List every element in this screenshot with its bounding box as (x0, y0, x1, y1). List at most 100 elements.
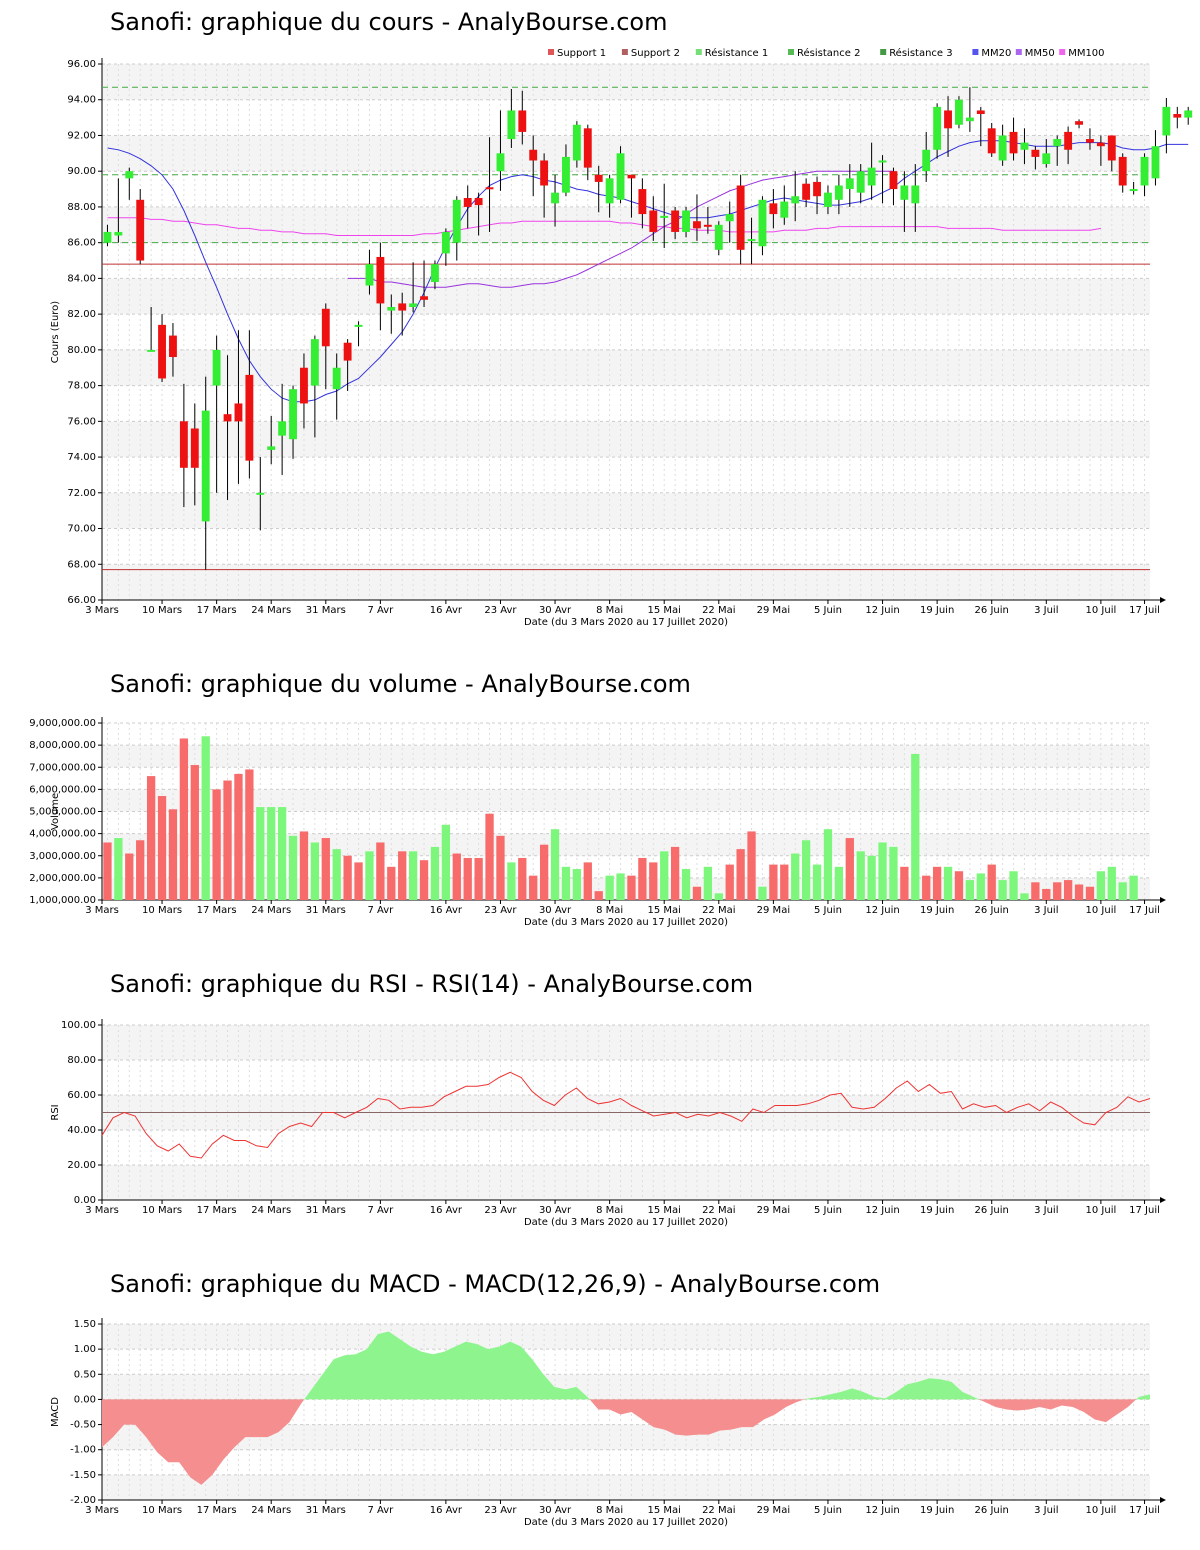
volume-panel: Sanofi: graphique du volume - AnalyBours… (0, 660, 1200, 940)
price-xtick-label: 12 Juin (865, 605, 899, 616)
candle-body (409, 303, 418, 307)
rsi-xtick-label: 15 Mai (647, 1205, 680, 1216)
candle-body (147, 349, 156, 352)
macd-area-positive (304, 1331, 590, 1400)
mm20-line (107, 140, 1189, 403)
price-ytick-label: 66.00 (67, 595, 96, 606)
price-x-axis-label: Date (du 3 Mars 2020 au 17 Juillet 2020) (524, 617, 728, 628)
rsi-ytick-label: 80.00 (67, 1055, 96, 1066)
volume-bar (845, 838, 854, 900)
volume-band (102, 723, 1150, 746)
candle-body (518, 110, 527, 132)
macd-band (102, 1449, 1150, 1475)
macd-xtick-label: 22 Mai (702, 1505, 735, 1516)
candle-body (321, 308, 330, 347)
candle-body (452, 199, 461, 243)
volume-bar (681, 869, 691, 900)
volume-bar (583, 862, 592, 900)
volume-band (102, 877, 1150, 900)
candle-body (1184, 110, 1193, 118)
macd-x-axis-label: Date (du 3 Mars 2020 au 17 Juillet 2020) (524, 1517, 728, 1528)
candle-body (627, 174, 636, 179)
rsi-xtick-label: 26 Juin (975, 1205, 1009, 1216)
rsi-xtick-label: 3 Juil (1034, 1205, 1058, 1216)
rsi-ytick-label: 40.00 (67, 1125, 96, 1136)
legend-item: Résistance 3 (889, 47, 952, 59)
rsi-xtick-label: 12 Juin (865, 1205, 899, 1216)
candle-body (714, 224, 723, 250)
legend-item: Support 1 (557, 48, 606, 59)
volume-bar (321, 838, 330, 900)
volume-bar (594, 891, 603, 900)
volume-bar (976, 873, 985, 900)
volume-bar (256, 807, 265, 900)
volume-bar (1129, 875, 1138, 900)
volume-bar (539, 844, 549, 900)
volume-bar (616, 873, 625, 900)
price-band (102, 528, 1150, 565)
volume-ytick-label: 4,000,000.00 (29, 829, 96, 840)
rsi-xtick-label: 23 Avr (484, 1205, 517, 1216)
candle-body (125, 171, 134, 179)
macd-xtick-label: 30 Avr (539, 1505, 572, 1516)
candle-body (998, 135, 1007, 161)
candle-body (507, 110, 516, 140)
macd-area-positive (1136, 1394, 1150, 1400)
volume-bar (769, 864, 778, 900)
price-xtick-label: 8 Mai (596, 605, 623, 616)
volume-bar (212, 789, 221, 900)
candle-body (420, 296, 428, 300)
volume-bar (529, 875, 538, 900)
rsi-chart-title: Sanofi: graphique du RSI - RSI(14) - Ana… (110, 970, 754, 998)
price-ytick-label: 84.00 (67, 273, 96, 284)
rsi-xtick-label: 22 Mai (702, 1205, 735, 1216)
candle-body (267, 446, 276, 450)
candle-body (136, 199, 145, 261)
volume-bar (1042, 888, 1051, 900)
volume-bar (168, 809, 178, 900)
volume-bar (496, 835, 505, 900)
candle-body (834, 185, 843, 200)
volume-bar (856, 851, 865, 900)
candle-body (1064, 131, 1073, 150)
volume-chart-title: Sanofi: graphique du volume - AnalyBours… (110, 670, 691, 698)
candle-body (212, 349, 221, 386)
candle-body (463, 198, 472, 207)
candle-body (201, 410, 210, 522)
price-xtick-label: 16 Avr (430, 605, 463, 616)
volume-bar (823, 829, 833, 900)
candle-body (256, 492, 265, 495)
candle-body (933, 106, 942, 150)
rsi-xtick-label: 31 Mars (306, 1205, 346, 1216)
volume-bar (114, 838, 123, 900)
candle-body (671, 210, 680, 232)
rsi-ytick-label: 20.00 (67, 1160, 96, 1171)
candle-body (1140, 156, 1149, 186)
candle-body (791, 196, 800, 204)
volume-bar (747, 831, 756, 900)
candle-body (1129, 189, 1138, 192)
volume-bar (1031, 882, 1040, 900)
candle-body (660, 215, 669, 218)
volume-bar (987, 864, 996, 900)
candle-body (300, 367, 308, 404)
candle-body (583, 128, 592, 168)
price-ytick-label: 82.00 (67, 309, 96, 320)
volume-bar (430, 846, 440, 900)
price-band (102, 421, 1150, 458)
price-xtick-label: 10 Mars (142, 605, 182, 616)
candle-body (158, 324, 166, 379)
price-band (102, 314, 1150, 350)
legend-swatch (880, 49, 887, 55)
candle-body (1118, 156, 1127, 186)
volume-bar (136, 840, 145, 900)
volume-bar (103, 842, 112, 900)
volume-xtick-label: 8 Mai (596, 905, 623, 916)
rsi-chart: 0.00 20.00 40.00 60.00 80.00 100.00 3 Mars 10 M… (50, 1019, 1166, 1228)
volume-bar (692, 886, 702, 900)
price-xtick-label: 22 Mai (702, 605, 735, 616)
volume-xtick-label: 7 Avr (367, 905, 394, 916)
volume-ytick-label: 2,000,000.00 (29, 873, 96, 884)
rsi-band (102, 1025, 1150, 1060)
volume-xtick-label: 15 Mai (647, 905, 680, 916)
